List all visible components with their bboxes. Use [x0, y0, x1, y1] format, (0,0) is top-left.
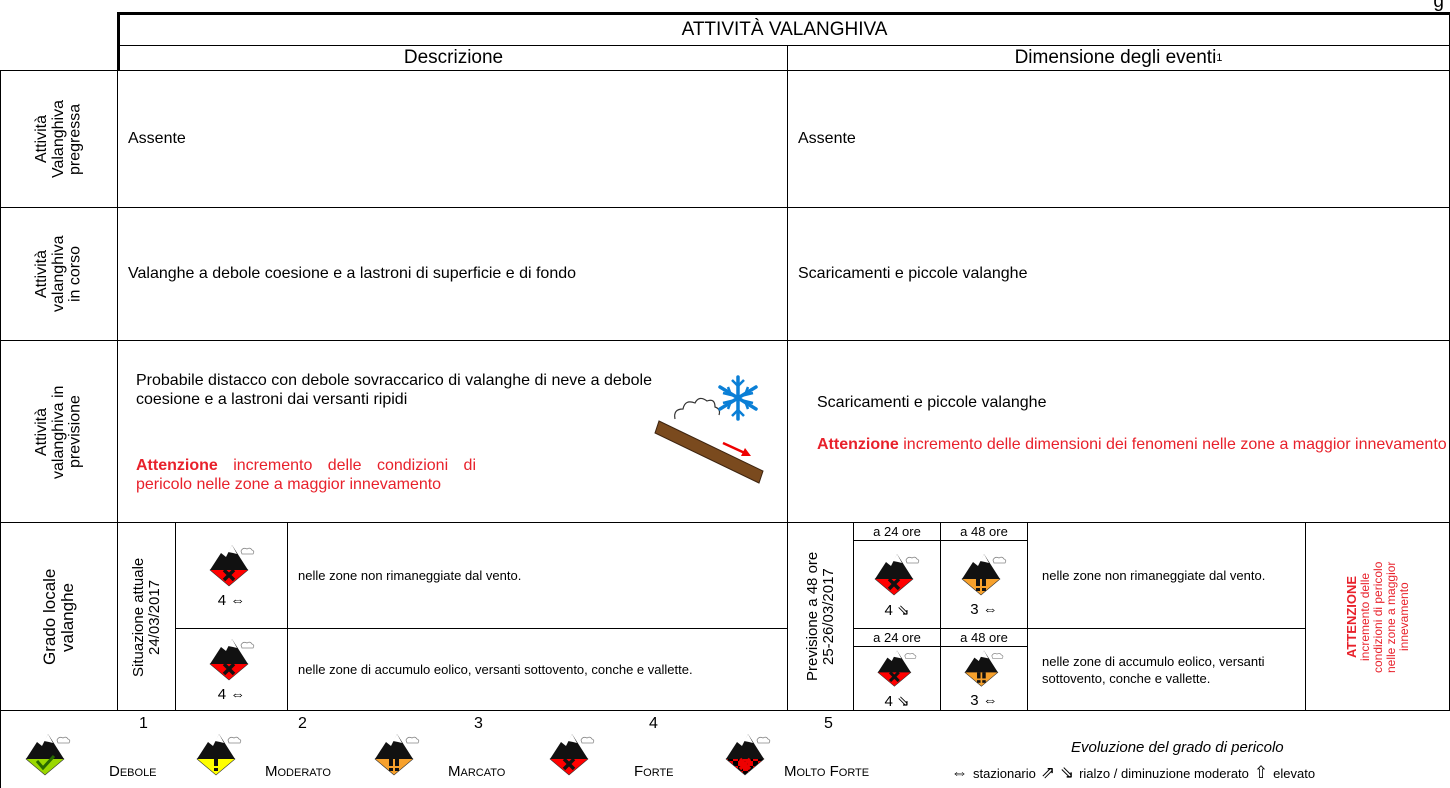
horizon-label: a 48 ore	[940, 628, 1028, 647]
legend-number: 3	[474, 715, 483, 732]
legend-name: Forte	[634, 763, 674, 780]
period-label: Previsione a 48 ore 25-26/03/2017	[787, 522, 854, 711]
warning-text: Attenzione incremento delle dimensioni d…	[817, 435, 1447, 454]
row-label-text: Attività valanghiva in corso	[32, 235, 84, 313]
danger-icon-cell: 3 ⇔	[940, 540, 1028, 629]
evolution-symbol: ⇔	[951, 763, 968, 782]
evolution-text: stazionario	[973, 766, 1036, 781]
legend-icon	[194, 731, 244, 777]
grade-text: 3 ⇔	[970, 601, 998, 618]
evolution-symbol: ⇧	[1253, 763, 1269, 782]
zone-text: nelle zone non rimaneggiate dal vento.	[287, 522, 788, 629]
dimension-cell: Scaricamenti e piccole valanghe	[787, 207, 1450, 341]
legend-name: Moderato	[265, 763, 331, 780]
grade-text: 4 ⇔	[217, 592, 246, 609]
danger-icon	[962, 648, 1006, 688]
dimension-cell: Assente	[787, 70, 1450, 208]
legend-name: Molto Forte	[784, 763, 870, 780]
legend-icon	[372, 731, 422, 777]
danger-icon-cell: 4 ⇔	[175, 522, 288, 629]
legend-name: Marcato	[448, 763, 506, 780]
evolution-legend: ⇔ stazionario ⇗ ⇘ rialzo / diminuzione mod…	[951, 763, 1315, 783]
legend-number: 4	[649, 715, 658, 732]
warning-strong: ATTENZIONE	[1343, 575, 1359, 658]
grade-text: 3 ⇔	[970, 692, 998, 709]
forecast-warning: ATTENZIONE incremento delle condizioni di…	[1305, 522, 1450, 711]
danger-icon-cell: 4 ⇘	[853, 646, 941, 711]
column-header: Descrizione	[117, 45, 788, 71]
horizon-label: a 24 ore	[853, 628, 941, 647]
period-label-text: Situazione attuale 24/03/2017	[129, 556, 163, 677]
danger-icon	[872, 551, 922, 597]
snow-icon	[654, 375, 764, 484]
description-cell: Probabile distacco con debole sovraccari…	[117, 340, 788, 523]
dimension-text: Scaricamenti e piccole valanghe	[817, 394, 1047, 411]
legend-icon	[723, 731, 773, 777]
warning-text: Attenzione incremento delle condizioni d…	[136, 456, 476, 494]
legend-number: 5	[824, 715, 833, 732]
grade-text: 4 ⇘	[884, 601, 910, 619]
legend-icon	[23, 731, 73, 777]
forecast-warning-text: ATTENZIONE incremento delle condizioni di…	[1343, 557, 1411, 677]
row-label-text: Grado locale valanghe	[40, 568, 77, 665]
grade-text: 4 ⇔	[217, 686, 246, 703]
danger-icon	[959, 551, 1009, 597]
table-title: ATTIVITÀ VALANGHIVA	[117, 12, 1450, 46]
column-header-text: Dimensione degli eventi	[1014, 47, 1217, 68]
row-label: Attività valanghiva in previsione	[0, 340, 118, 523]
description-cell: Valanghe a debole coesione e a lastroni …	[117, 207, 788, 341]
footnote-mark: 1	[1216, 52, 1223, 64]
legend-icon	[547, 731, 597, 777]
warning-body: incremento delle dimensioni dei fenomeni…	[903, 436, 1447, 453]
row-label: Attività Valanghiva pregressa	[0, 70, 118, 208]
grade-text: 4 ⇘	[884, 692, 910, 710]
column-header: Dimensione degli eventi 1	[787, 45, 1450, 71]
warning-body: incremento delle condizioni di pericolo …	[136, 457, 476, 493]
zone-text: nelle zone di accumulo eolico, versanti …	[287, 628, 788, 711]
description-text: Probabile distacco con debole sovraccari…	[136, 372, 652, 408]
danger-icon	[207, 636, 257, 682]
zone-text: nelle zone non rimaneggiate dal vento.	[1027, 522, 1306, 629]
warning-body: incremento delle condizioni di pericolo …	[1357, 560, 1411, 673]
corner-text: g	[1433, 0, 1444, 12]
legend-number: 2	[298, 715, 307, 732]
danger-icon-cell: 4 ⇔	[175, 628, 288, 711]
zone-text: nelle zone di accumulo eolico, versanti …	[1027, 628, 1306, 711]
dimension-cell: Scaricamenti e piccole valanghe Attenzio…	[787, 340, 1450, 523]
evolution-symbol: ⇗ ⇘	[1040, 763, 1075, 782]
row-label: Attività valanghiva in corso	[0, 207, 118, 341]
period-label-text: Previsione a 48 ore 25-26/03/2017	[803, 551, 837, 682]
evolution-text: rialzo / diminuzione moderato	[1079, 766, 1249, 781]
row-label-text: Attività valanghiva in previsione	[32, 384, 84, 479]
danger-icon-cell: 3 ⇔	[940, 646, 1028, 711]
horizon-label: a 48 ore	[940, 522, 1028, 541]
row-label-text: Attività Valanghiva pregressa	[32, 100, 84, 178]
warning-strong: Attenzione	[136, 457, 218, 474]
evolution-text: elevato	[1273, 766, 1316, 781]
danger-icon-cell: 4 ⇘	[853, 540, 941, 629]
description-cell: Assente	[117, 70, 788, 208]
legend: 1 Debole 2 Moderato 3 Marcato 4 Forte 5 …	[0, 710, 1450, 788]
legend-name: Debole	[109, 763, 157, 780]
row-label: Grado locale valanghe	[0, 522, 118, 711]
danger-icon	[207, 542, 257, 588]
legend-number: 1	[139, 715, 148, 732]
period-label: Situazione attuale 24/03/2017	[117, 522, 176, 711]
warning-strong: Attenzione	[817, 436, 899, 453]
horizon-label: a 24 ore	[853, 522, 941, 541]
danger-icon	[875, 648, 919, 688]
evolution-title: Evoluzione del grado di pericolo	[1071, 739, 1284, 756]
